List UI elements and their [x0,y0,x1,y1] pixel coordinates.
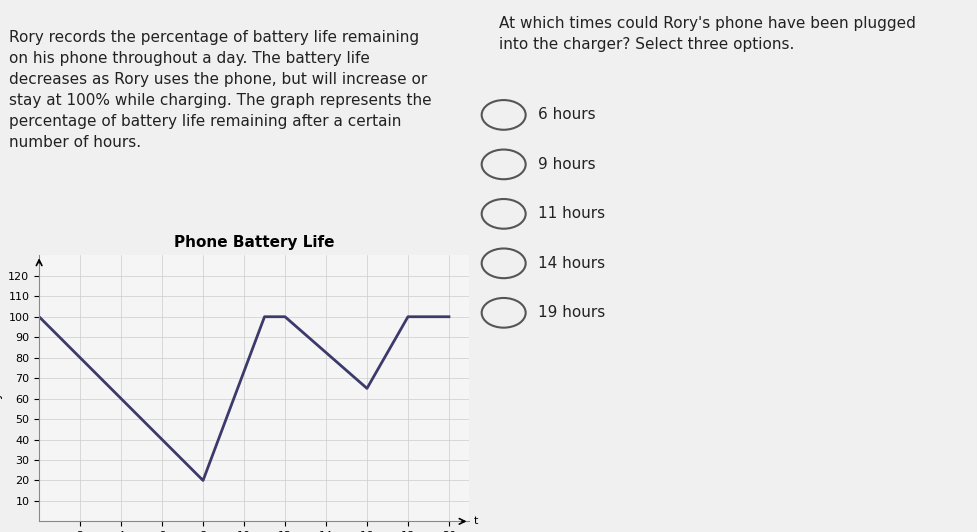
Text: 11 hours: 11 hours [537,206,605,221]
Text: Rory records the percentage of battery life remaining
on his phone throughout a : Rory records the percentage of battery l… [9,30,432,150]
Text: 6 hours: 6 hours [537,107,595,122]
Text: At which times could Rory's phone have been plugged
into the charger? Select thr: At which times could Rory's phone have b… [498,16,914,52]
Text: 9 hours: 9 hours [537,157,595,172]
Text: t: t [473,517,478,526]
Text: 14 hours: 14 hours [537,256,605,271]
Title: Phone Battery Life: Phone Battery Life [174,235,334,250]
Y-axis label: Battery Life (%): Battery Life (%) [0,339,3,438]
Text: 19 hours: 19 hours [537,305,605,320]
